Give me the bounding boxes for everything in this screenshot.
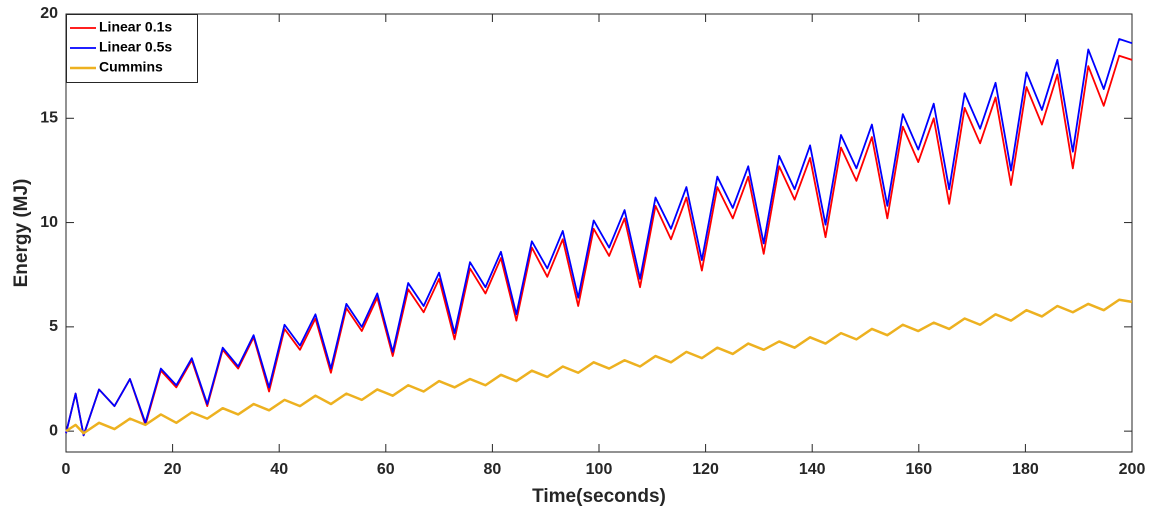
series-line	[65, 298, 1133, 435]
series-line	[65, 54, 1133, 437]
x-tick-label: 200	[1119, 461, 1146, 478]
y-axis-title: Energy (MJ)	[11, 179, 32, 288]
x-tick-label: 60	[377, 461, 395, 478]
x-tick-label: 80	[484, 461, 502, 478]
legend-label: Cummins	[99, 59, 163, 75]
x-tick-label: 20	[164, 461, 182, 478]
x-tick-label: 140	[799, 461, 826, 478]
legend-label: Linear 0.5s	[99, 39, 172, 55]
x-tick-label: 0	[62, 461, 71, 478]
y-tick-label: 0	[49, 422, 58, 439]
plot-area	[65, 13, 1133, 453]
x-tick-label: 100	[586, 461, 613, 478]
x-tick-label: 180	[1012, 461, 1039, 478]
x-tick-label: 160	[905, 461, 932, 478]
legend-label: Linear 0.1s	[99, 19, 172, 35]
x-tick-label: 40	[270, 461, 288, 478]
y-tick-label: 15	[40, 110, 58, 127]
y-tick-label: 5	[49, 318, 58, 335]
y-tick-label: 20	[40, 5, 58, 22]
x-tick-label: 120	[692, 461, 719, 478]
x-axis-title: Time(seconds)	[532, 486, 666, 507]
y-tick-label: 10	[40, 214, 58, 231]
series-line	[65, 38, 1133, 437]
